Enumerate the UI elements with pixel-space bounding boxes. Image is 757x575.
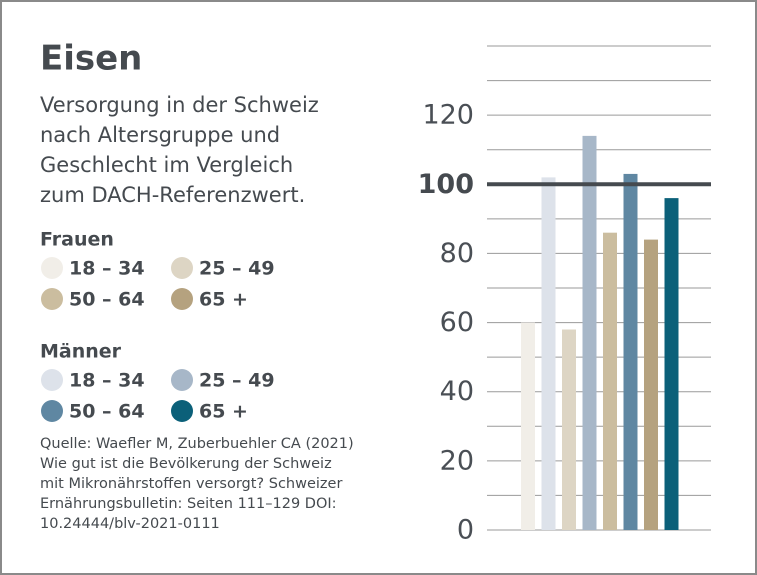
y-tick-label: 60: [440, 307, 474, 338]
bar: [582, 135, 597, 530]
bar: [562, 329, 576, 530]
legend-swatch: [41, 400, 63, 422]
chart-title: Eisen: [40, 39, 142, 79]
bar: [521, 322, 535, 530]
y-tick-label: 80: [440, 238, 474, 269]
legend-swatch: [171, 369, 193, 391]
legend-label: 25 – 49: [199, 370, 275, 392]
legend-heading: Frauen: [40, 229, 114, 251]
legend-swatch: [171, 257, 193, 279]
y-tick-label: 40: [440, 376, 474, 407]
y-tick-label: 20: [440, 445, 474, 476]
legend-label: 65 +: [199, 401, 248, 423]
legend-swatch: [41, 257, 63, 279]
y-tick-label: 0: [457, 515, 474, 546]
subtitle-line: zum DACH-Referenzwert.: [40, 183, 305, 207]
y-tick-label: 100: [418, 169, 474, 200]
legend-swatch: [41, 369, 63, 391]
bar: [623, 173, 638, 530]
source-line: Wie gut ist die Bevölkerung der Schweiz: [40, 456, 332, 472]
source-line: mit Mikronährstoffen versorgt? Schweizer: [40, 476, 342, 492]
legend-label: 50 – 64: [69, 289, 145, 311]
legend-label: 50 – 64: [69, 401, 145, 423]
source-line: 10.24444/blv-2021-0111: [40, 516, 220, 532]
legend-swatch: [171, 288, 193, 310]
source-line: Quelle: Waefler M, Zuberbuehler CA (2021…: [40, 436, 354, 452]
subtitle-line: Geschlecht im Vergleich: [40, 153, 293, 177]
legend-label: 18 – 34: [69, 370, 145, 392]
bar: [664, 198, 679, 530]
bar: [541, 177, 556, 530]
legend-heading: Männer: [40, 341, 122, 363]
bar: [603, 232, 617, 530]
bar: [644, 239, 658, 530]
subtitle-line: nach Altersgruppe und: [40, 123, 280, 147]
legend-swatch: [41, 288, 63, 310]
y-tick-label: 120: [422, 100, 474, 131]
subtitle-line: Versorgung in der Schweiz: [40, 93, 319, 117]
legend-label: 18 – 34: [69, 258, 145, 280]
legend-swatch: [171, 400, 193, 422]
source-line: Ernährungsbulletin: Seiten 111–129 DOI:: [40, 496, 337, 512]
legend-label: 65 +: [199, 289, 248, 311]
legend-label: 25 – 49: [199, 258, 275, 280]
